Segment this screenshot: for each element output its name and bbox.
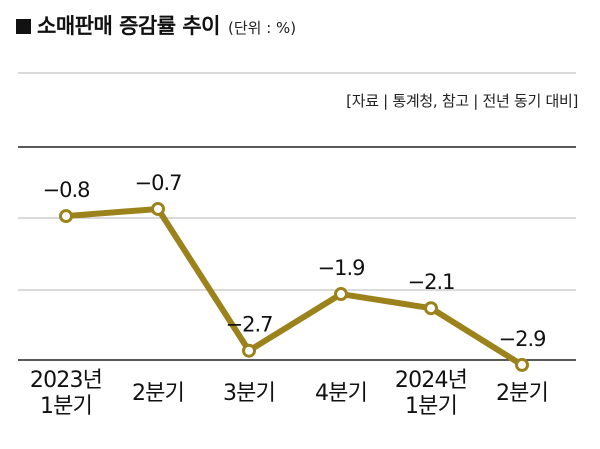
data-label-3: −2.7	[226, 313, 273, 337]
x-tick-label-line: 2023년	[29, 368, 103, 393]
data-point-4	[334, 287, 348, 302]
x-tick-label-6: 2분기	[472, 381, 572, 407]
chart-unit: (단위 : %)	[228, 19, 297, 37]
x-tick-label-2: 2분기	[108, 381, 208, 407]
data-point-3	[242, 343, 256, 358]
x-tick-label-4: 4분기	[291, 381, 391, 407]
data-label-6: −2.9	[499, 327, 546, 351]
x-tick-label-line: 1분기	[39, 394, 93, 419]
data-label-2: −0.7	[135, 171, 182, 195]
x-tick-label-line: 2분기	[495, 381, 549, 406]
x-tick-label-5: 2024년 1분기	[381, 368, 481, 420]
x-tick-label-line: 2분기	[131, 381, 185, 406]
data-point-1	[59, 209, 73, 224]
series-line	[63, 205, 525, 368]
data-label-4: −1.9	[318, 256, 365, 280]
x-tick-label-line: 1분기	[404, 394, 458, 419]
x-tick-label-line: 2024년	[394, 368, 468, 393]
x-tick-label-line: 4분기	[314, 381, 368, 406]
x-tick-label-1: 2023년 1분기	[16, 368, 116, 420]
data-label-5: −2.1	[408, 270, 455, 294]
title-square-icon	[16, 19, 31, 34]
source-note: [자료 | 통계청, 참고 | 전년 동기 대비]	[346, 92, 578, 110]
data-label-1: −0.8	[43, 178, 90, 202]
x-tick-label-3: 3분기	[199, 381, 299, 407]
data-point-2	[151, 201, 165, 216]
data-point-5	[424, 301, 438, 316]
x-tick-label-line: 3분기	[222, 381, 276, 406]
chart-title: 소매판매 증감률 추이	[37, 14, 221, 38]
chart-title-row: 소매판매 증감률 추이 (단위 : %)	[16, 10, 296, 40]
data-point-6	[515, 357, 529, 372]
